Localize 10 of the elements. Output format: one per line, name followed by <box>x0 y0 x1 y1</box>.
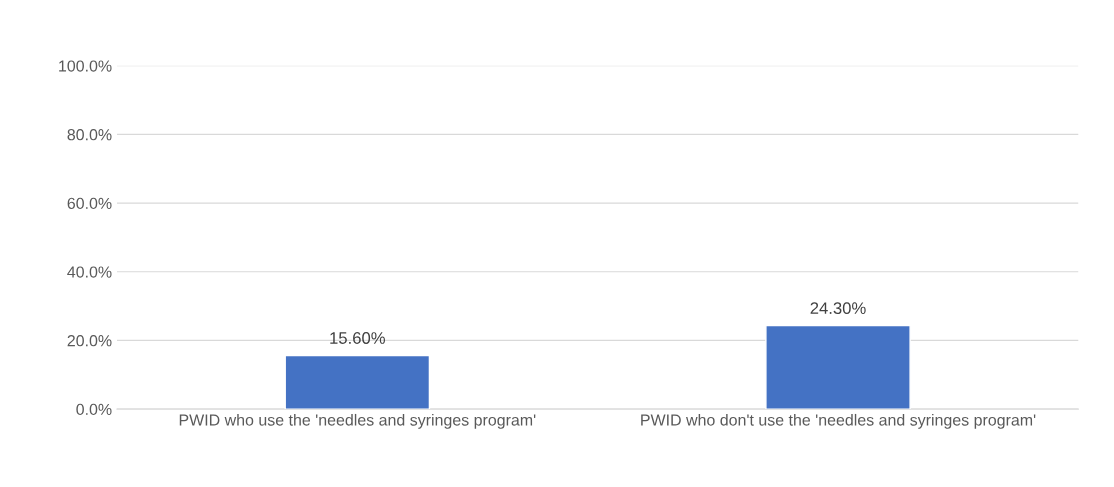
x-tick-label: PWID who don't use the 'needles and syringes program' <box>641 413 1036 429</box>
y-tick-label: 20.0% <box>67 335 112 347</box>
y-tick-label: 60.0% <box>67 197 112 210</box>
y-tick-label: 0.0% <box>76 403 112 416</box>
data-label: 24.30% <box>810 302 866 315</box>
data-label: 15.60% <box>330 332 385 344</box>
x-tick-label: PWID who use the 'needles and syringes program' <box>179 413 536 429</box>
y-tick-label: 80.0% <box>67 129 112 141</box>
y-tick-label: 100.0% <box>59 60 112 72</box>
y-tick-label: 40.0% <box>67 266 112 278</box>
